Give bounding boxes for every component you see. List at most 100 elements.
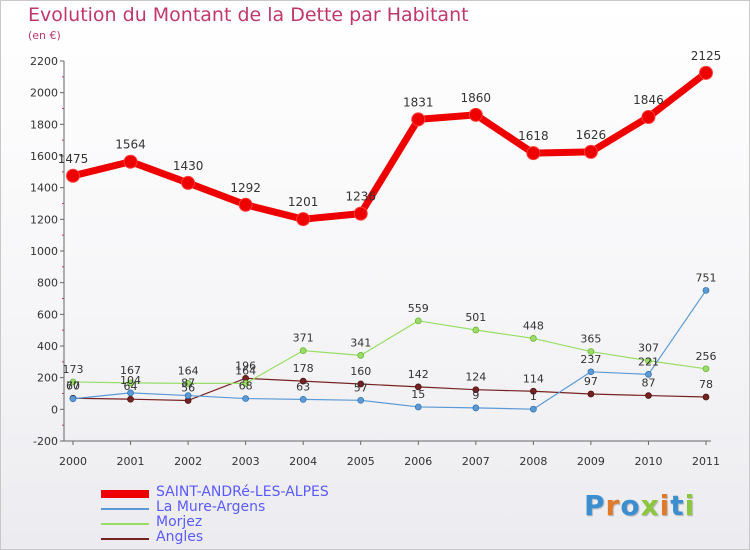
data-label: 9 <box>472 389 479 402</box>
logo-letter: o <box>620 489 641 522</box>
data-label: 559 <box>408 302 429 315</box>
data-label: 1475 <box>58 152 89 166</box>
chart-title: Evolution du Montant de la Dette par Hab… <box>28 4 469 26</box>
data-point <box>587 390 595 398</box>
data-label: 237 <box>580 353 601 366</box>
data-label: 1201 <box>288 195 319 209</box>
data-label: 142 <box>408 368 429 381</box>
data-point <box>645 370 652 378</box>
legend-swatch <box>101 538 149 540</box>
x-tick-label: 2001 <box>117 455 145 468</box>
data-point <box>299 347 307 354</box>
y-tick-label: 600 <box>37 308 58 321</box>
y-tick-label: 2200 <box>30 55 58 68</box>
legend-label: SAINT-ANDRé-LES-ALPES <box>156 484 329 500</box>
data-label: 164 <box>178 364 199 377</box>
data-label: 67 <box>66 380 80 393</box>
data-point <box>299 377 307 385</box>
data-label: 2125 <box>691 49 722 63</box>
data-label: 341 <box>350 336 371 349</box>
x-tick-label: 2004 <box>289 455 317 468</box>
logo-letter: t <box>670 489 685 522</box>
data-label: 160 <box>350 365 371 378</box>
data-point <box>702 365 710 373</box>
series-line-0 <box>72 70 709 223</box>
data-label: 114 <box>523 372 544 385</box>
data-point <box>468 107 483 122</box>
data-label: 448 <box>523 319 544 332</box>
data-label: 78 <box>699 378 713 391</box>
data-label: 173 <box>63 363 84 376</box>
data-label: 97 <box>584 375 598 388</box>
x-tick-label: 2000 <box>59 455 87 468</box>
data-point <box>242 380 249 387</box>
chart-subtitle: (en €) <box>28 29 61 42</box>
data-point <box>411 112 426 127</box>
x-tick-label: 2003 <box>232 455 260 468</box>
data-label: 15 <box>411 388 425 401</box>
logo-letter: i <box>684 489 696 522</box>
series-line-2 <box>72 320 707 384</box>
data-label: 63 <box>296 380 310 393</box>
data-point <box>69 395 77 403</box>
data-point <box>702 287 710 294</box>
legend-label: La Mure-Argens <box>156 499 266 515</box>
data-point <box>583 144 598 159</box>
y-tick-label: 1200 <box>30 213 58 226</box>
data-label: 64 <box>124 380 138 393</box>
data-label: 87 <box>641 377 655 390</box>
data-point <box>526 146 541 161</box>
data-point <box>184 392 192 399</box>
data-point <box>357 380 365 388</box>
logo-letter: r <box>605 489 621 522</box>
data-point <box>699 65 713 80</box>
data-label: 221 <box>638 355 659 368</box>
data-point <box>127 395 134 403</box>
data-label: 1860 <box>461 91 492 105</box>
legend-label: Morjez <box>156 514 203 530</box>
data-label: 124 <box>465 371 486 384</box>
y-tick-label: 1600 <box>30 150 58 163</box>
legend-swatch <box>101 490 149 498</box>
data-label: 104 <box>120 374 141 387</box>
x-tick-label: 2005 <box>347 455 375 468</box>
logo-letter: i <box>659 489 671 522</box>
data-label: 57 <box>354 381 368 394</box>
data-label: 70 <box>66 379 80 392</box>
data-label: 1564 <box>115 138 146 152</box>
data-point <box>414 403 422 411</box>
data-point <box>414 383 422 391</box>
data-point <box>472 404 480 412</box>
data-point <box>587 348 595 355</box>
x-tick-label: 2010 <box>634 455 662 468</box>
data-label: 1831 <box>403 95 434 109</box>
data-point <box>645 357 652 365</box>
proxiti-logo: Proxiti <box>584 489 695 522</box>
logo-letter: P <box>584 489 606 522</box>
data-label: 178 <box>293 362 314 375</box>
data-point <box>353 206 368 221</box>
data-point <box>66 168 80 183</box>
data-label: 365 <box>580 333 601 346</box>
data-point <box>472 386 480 394</box>
series-line-1 <box>72 290 707 410</box>
legend-swatch <box>101 523 149 525</box>
data-point <box>242 395 249 402</box>
y-tick-label: 2000 <box>30 87 58 100</box>
data-point <box>645 392 652 399</box>
y-tick-label: 0 <box>51 403 58 416</box>
data-point <box>123 154 138 169</box>
data-label: 164 <box>235 364 256 377</box>
data-point <box>69 378 77 386</box>
data-point <box>127 379 134 387</box>
data-point <box>530 335 537 342</box>
data-label: 1236 <box>345 190 376 204</box>
data-label: 1292 <box>230 181 261 195</box>
data-label: 1430 <box>173 159 204 173</box>
y-tick-label: 400 <box>37 340 58 353</box>
data-point <box>414 317 422 325</box>
y-tick-label: 1000 <box>30 245 58 258</box>
x-tick-label: 2002 <box>174 455 202 468</box>
y-tick-label: -200 <box>33 435 58 448</box>
